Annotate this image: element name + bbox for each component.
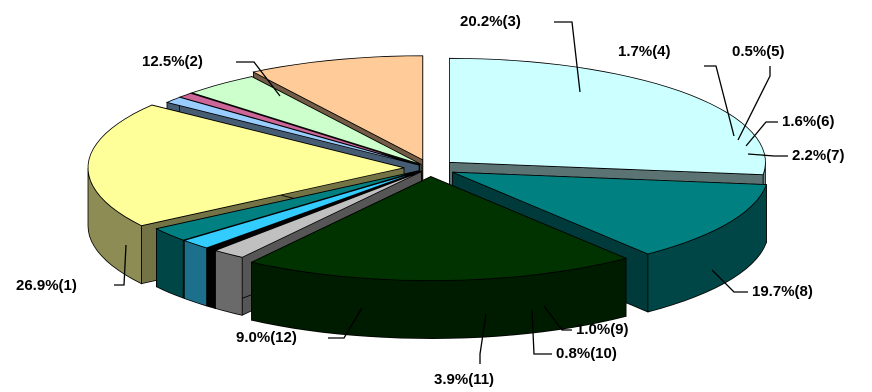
pie-slice-6-side [183,239,208,307]
leader-line-11 [479,313,487,364]
leader-line-5 [737,66,771,141]
pie-slice-6-top [182,170,421,249]
slice-label-2: 12.5%(2) [142,53,203,70]
slice-label-12: 9.0%(12) [236,329,297,346]
leader-line-4 [704,65,735,137]
slice-label-9: 1.0%(9) [576,321,629,338]
slice-label-8: 19.7%(8) [752,283,813,300]
leader-line-9 [543,305,572,331]
pie-slice-5-side [206,247,216,309]
slice-label-10: 0.8%(10) [556,345,617,362]
leader-line-3 [554,21,581,93]
pie-slice-4-side [215,249,243,316]
leader-line-8 [711,269,748,293]
leader-line-1 [114,244,127,286]
pie-slice-8-top [87,104,405,227]
pie-slice-7-side [156,228,184,299]
pie-slice-5-top [206,171,421,251]
slice-label-4: 1.7%(4) [618,43,671,60]
pie-slice-12-top [252,55,424,161]
slice-label-7: 2.2%(7) [792,147,845,164]
pie-slices [87,55,768,340]
pie-slice-7-top [155,170,420,241]
slice-label-5: 0.5%(5) [732,43,785,60]
pie-slice-3-top [250,176,628,282]
pie-slice-1-top [448,57,766,176]
pie-slice-11-top [190,76,422,165]
slice-label-1: 26.9%(1) [16,277,77,294]
pie-slice-9-top [165,96,420,166]
pie-slice-4-top [214,171,422,258]
leader-line-6 [745,121,778,147]
pie-slice-2-top [452,171,768,255]
leader-line-2 [236,61,281,97]
pie-labels: 26.9%(1) 12.5%(2) 20.2%(3) 1.7%(4) 0.5%(5) 1.… [16,13,845,388]
slice-label-3: 20.2%(3) [460,13,521,30]
leader-line-7 [747,153,788,157]
slice-label-6: 1.6%(6) [782,113,835,130]
leader-line-12 [328,307,363,339]
slice-label-11: 3.9%(11) [434,371,494,388]
leader-line-10 [531,309,552,355]
